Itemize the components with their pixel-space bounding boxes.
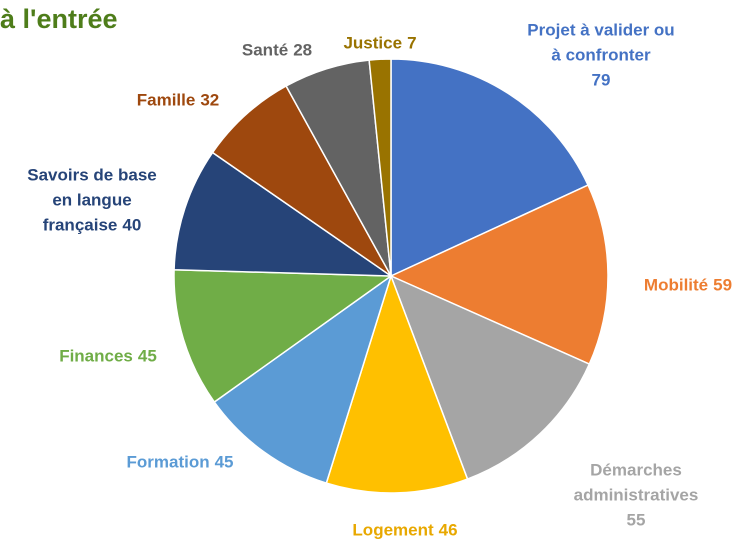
- pie-slice: [325, 273, 469, 494]
- slice-value: 46: [438, 520, 458, 540]
- pie-slice: [173, 268, 394, 404]
- pie-slice: [213, 274, 393, 485]
- slice-label: Savoirs de base en langue française 40: [17, 163, 167, 238]
- pie-slice: [389, 274, 591, 481]
- slice-category: Santé: [241, 40, 289, 60]
- pie-slice: [389, 184, 609, 366]
- slice-label: Justice 7: [320, 31, 440, 56]
- slice-value: 59: [713, 275, 733, 295]
- slice-label: Mobilité 59: [623, 273, 745, 298]
- slice-category: Finances: [59, 346, 133, 366]
- slice-category: Justice: [343, 33, 403, 53]
- pie-slice: [390, 58, 590, 278]
- slice-category: Mobilité: [643, 275, 709, 295]
- pie-slice: [173, 151, 394, 277]
- slice-value: 55: [626, 510, 646, 530]
- slice-label: Formation 45: [95, 450, 265, 475]
- slice-label: Projet à valider ou à confronter 79: [521, 18, 681, 93]
- pie-slice: [368, 58, 392, 277]
- chart-title: à l'entrée: [0, 4, 118, 34]
- slice-label: Famille 32: [108, 88, 248, 113]
- slice-category: Projet à valider ou à confronter: [527, 20, 675, 65]
- slice-category: Logement: [352, 520, 434, 540]
- slice-value: 40: [122, 215, 142, 235]
- pie-slice: [211, 85, 392, 277]
- slice-value: 45: [214, 452, 234, 472]
- slice-category: Formation: [126, 452, 210, 472]
- slice-value: 32: [200, 90, 220, 110]
- slice-value: 28: [293, 40, 313, 60]
- slice-label: Finances 45: [38, 344, 178, 369]
- slice-category: Démarches administratives: [573, 460, 699, 505]
- slice-category: Savoirs de base en langue française: [27, 165, 157, 235]
- slice-category: Famille: [136, 90, 196, 110]
- slice-label: Logement 46: [325, 518, 485, 543]
- slice-label: Santé 28: [217, 38, 337, 63]
- slice-value: 45: [137, 346, 157, 366]
- slice-value: 79: [591, 70, 611, 90]
- slice-label: Démarches administratives 55: [551, 458, 721, 533]
- slice-value: 7: [407, 33, 417, 53]
